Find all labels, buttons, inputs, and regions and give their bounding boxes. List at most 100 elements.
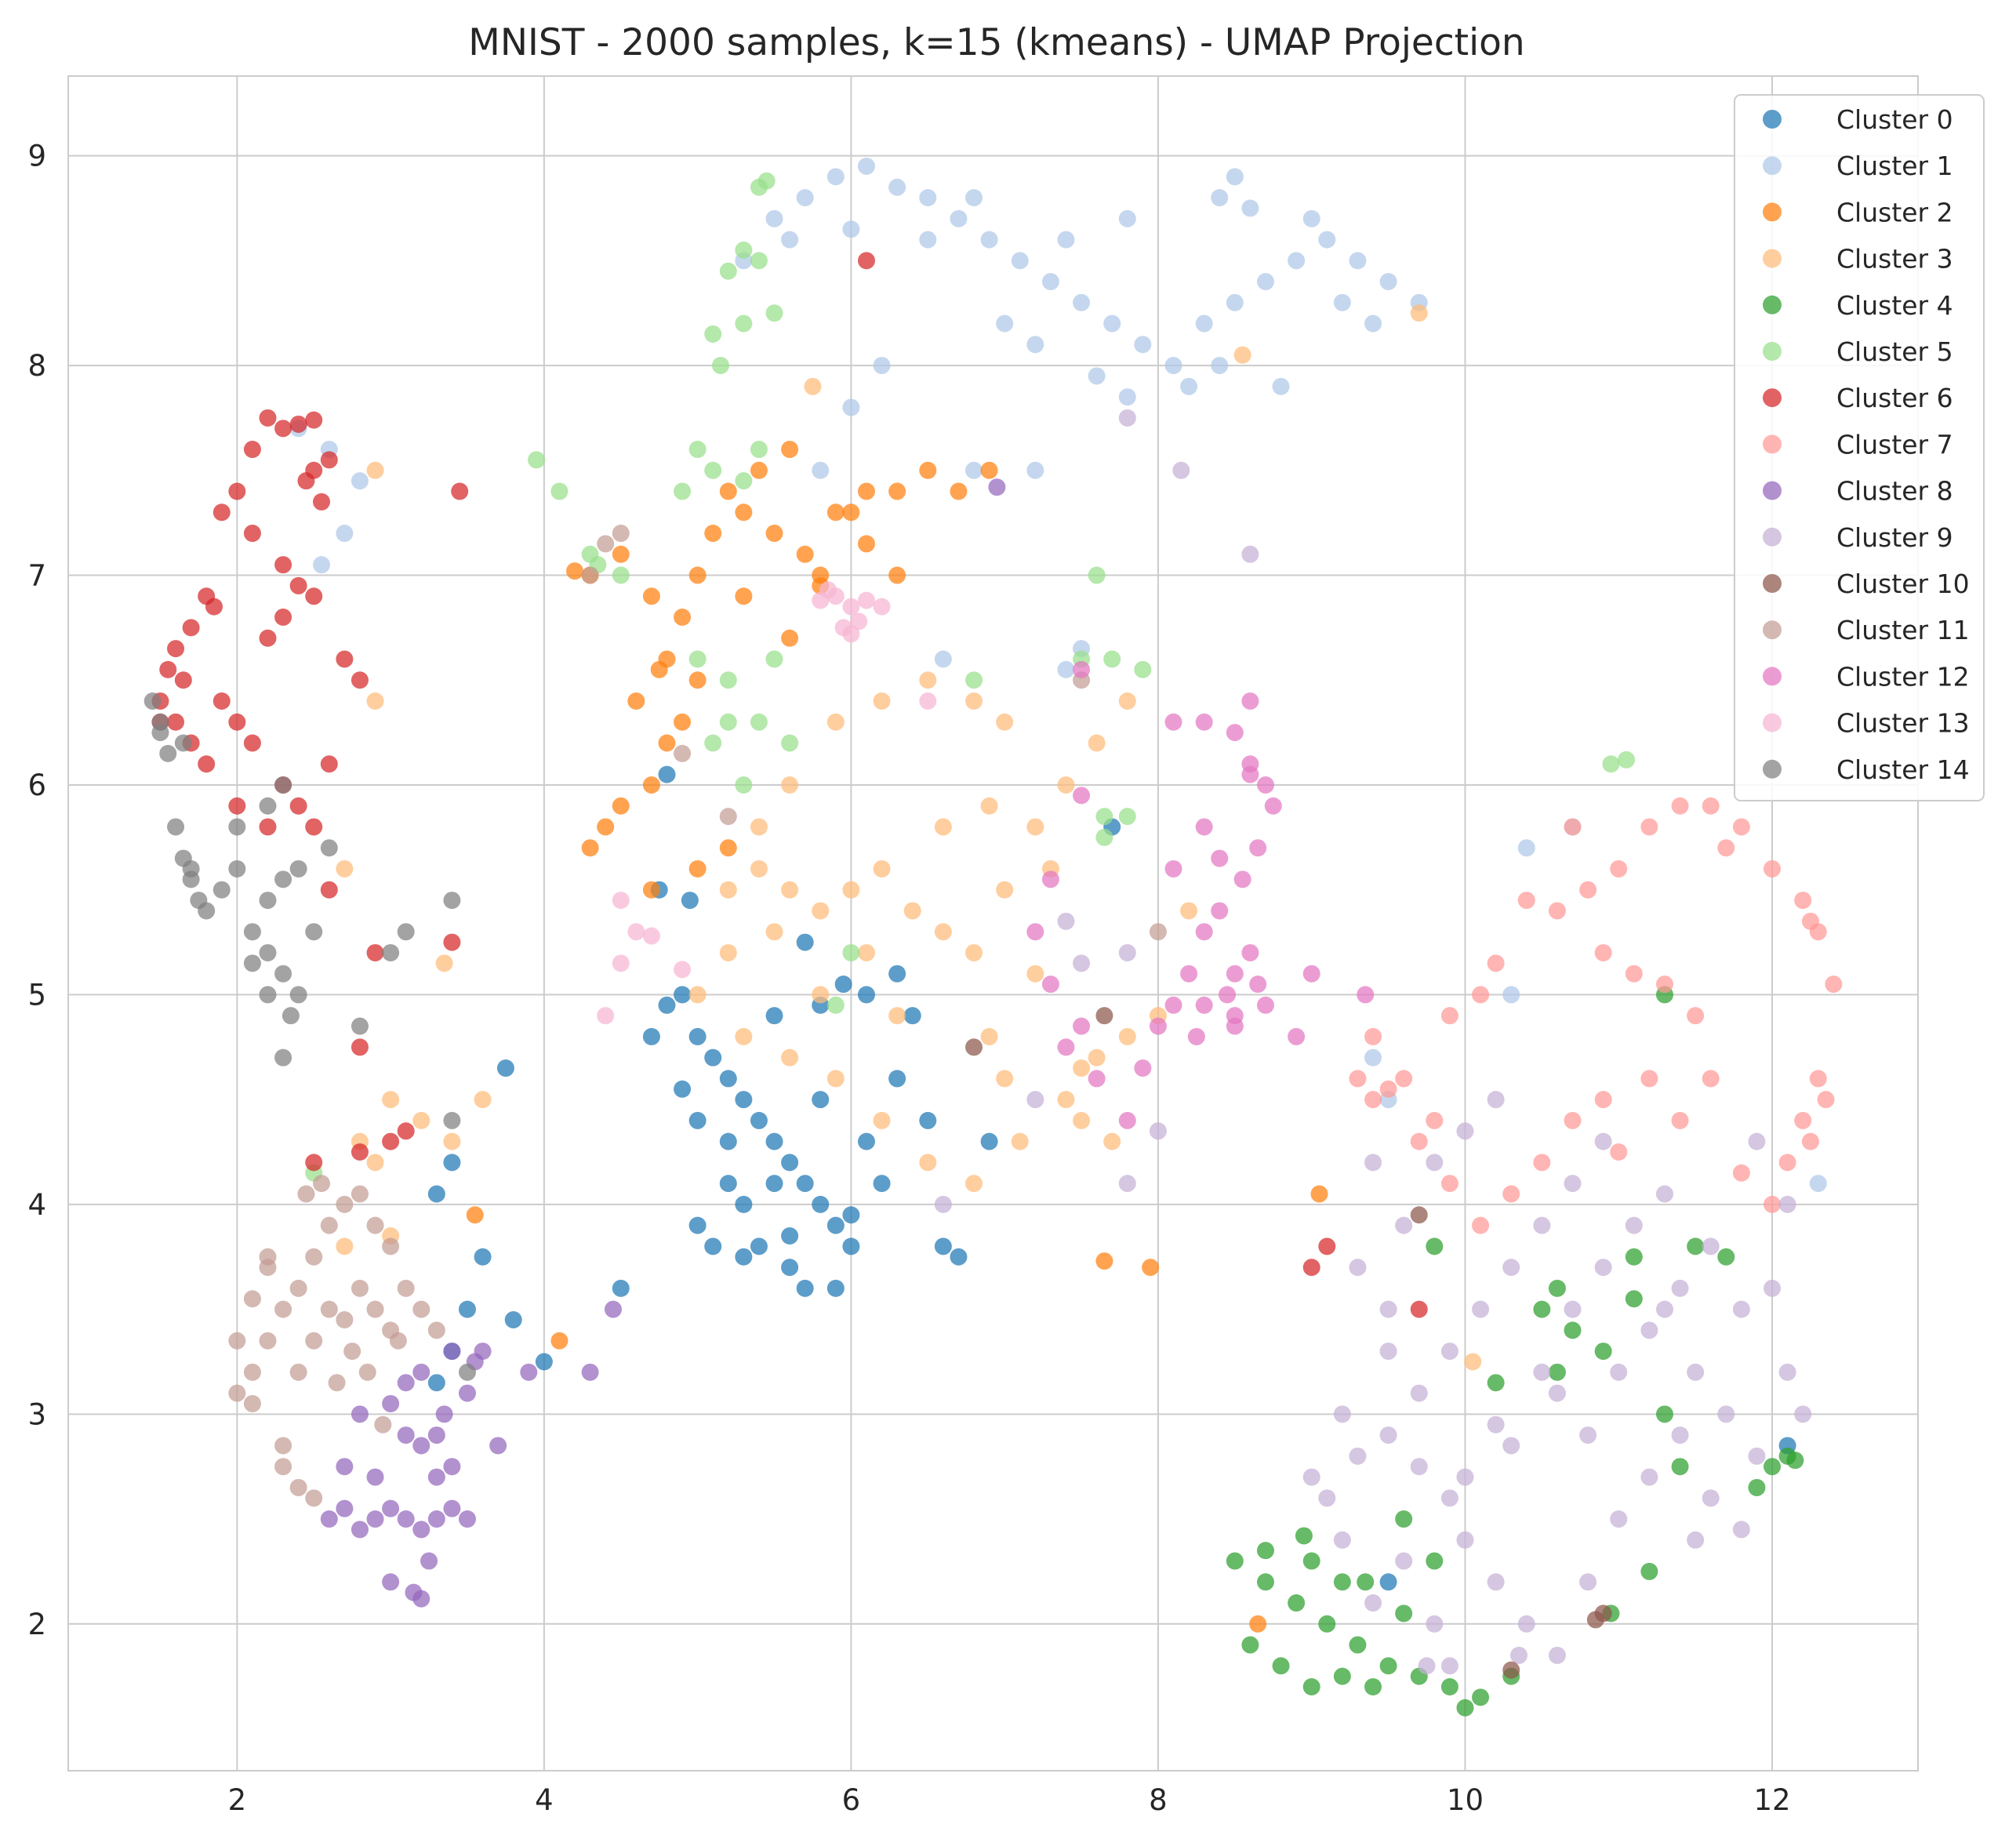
data-point: [412, 1590, 430, 1608]
data-point: [1440, 1489, 1458, 1507]
data-point: [1517, 1615, 1535, 1633]
data-point: [1517, 892, 1535, 910]
data-point: [980, 231, 998, 249]
data-point: [704, 734, 722, 752]
data-point: [873, 1111, 891, 1129]
data-point: [1687, 1237, 1705, 1255]
data-point: [1809, 1070, 1827, 1088]
data-point: [804, 377, 822, 395]
data-point: [259, 1248, 277, 1266]
data-point: [888, 178, 906, 196]
data-point: [1426, 1154, 1444, 1172]
data-point: [1625, 1216, 1643, 1234]
grid-lines: [68, 76, 1918, 1771]
data-point: [1426, 1237, 1444, 1255]
data-point: [1095, 828, 1113, 846]
data-point: [965, 671, 983, 689]
data-point: [674, 609, 692, 627]
data-point: [366, 1510, 384, 1528]
data-point: [1357, 1573, 1375, 1591]
data-point: [1379, 1300, 1397, 1318]
data-point: [688, 566, 707, 584]
data-point: [1464, 1353, 1482, 1371]
data-point: [351, 1185, 369, 1203]
data-point: [1671, 1426, 1689, 1444]
data-point: [1410, 1458, 1428, 1476]
data-point: [1134, 1059, 1152, 1077]
data-point: [1057, 776, 1075, 794]
data-point: [382, 1091, 400, 1109]
data-point: [796, 189, 814, 207]
data-point: [812, 461, 830, 479]
data-point: [857, 591, 875, 609]
data-point: [1702, 1237, 1720, 1255]
data-point: [167, 818, 185, 836]
data-point: [1379, 273, 1397, 291]
data-point: [642, 1027, 660, 1045]
data-point: [1472, 1300, 1490, 1318]
data-point: [458, 1384, 476, 1402]
data-point: [427, 1468, 445, 1486]
data-point: [781, 734, 799, 752]
data-point: [826, 1216, 845, 1234]
legend-label: Cluster 2: [1836, 197, 1953, 227]
data-point: [658, 765, 676, 783]
data-point: [289, 1279, 307, 1297]
data-point: [750, 461, 768, 479]
data-point: [1180, 965, 1198, 983]
data-point: [1440, 1175, 1458, 1193]
data-point: [1333, 293, 1351, 311]
data-point: [289, 797, 307, 815]
data-point: [1472, 1688, 1490, 1706]
data-point: [826, 503, 845, 521]
data-point: [259, 943, 277, 961]
data-point: [612, 525, 630, 543]
data-point: [826, 713, 845, 731]
data-point: [1118, 808, 1136, 826]
data-point: [458, 1300, 476, 1318]
data-point: [934, 1237, 952, 1255]
data-point: [320, 1216, 338, 1234]
data-point: [1671, 1111, 1689, 1129]
data-point: [650, 660, 668, 678]
data-point: [1379, 1343, 1397, 1361]
data-point: [1564, 1300, 1582, 1318]
data-point: [903, 1007, 921, 1025]
data-point: [1310, 1185, 1328, 1203]
data-point: [1073, 1017, 1091, 1035]
data-point: [336, 1310, 354, 1328]
y-tick-label: 9: [27, 140, 46, 173]
data-point: [1748, 1132, 1766, 1150]
data-point: [1564, 1175, 1582, 1193]
data-point: [1778, 1363, 1796, 1381]
data-point: [1195, 818, 1213, 836]
data-point: [934, 650, 952, 668]
data-point: [581, 839, 599, 857]
data-point: [996, 314, 1014, 332]
data-point: [289, 859, 307, 878]
data-point: [765, 650, 783, 668]
data-point: [458, 1510, 476, 1528]
y-tick-label: 6: [27, 769, 46, 802]
data-point: [735, 1091, 753, 1109]
series-cluster-12: [1026, 660, 1375, 1129]
data-point: [1349, 1447, 1367, 1465]
data-point: [1748, 1447, 1766, 1465]
data-point: [1717, 1248, 1735, 1266]
data-point: [919, 671, 937, 689]
data-point: [719, 839, 737, 857]
data-point: [205, 598, 223, 616]
data-point: [1073, 787, 1091, 805]
data-point: [1241, 545, 1259, 563]
data-point: [1809, 923, 1827, 941]
data-point: [243, 1394, 261, 1412]
data-point: [1487, 954, 1505, 972]
data-point: [274, 420, 292, 438]
data-point: [1364, 314, 1382, 332]
data-point: [182, 619, 200, 637]
data-point: [320, 1300, 338, 1318]
data-point: [174, 671, 192, 689]
data-point: [965, 1038, 983, 1056]
data-point: [681, 892, 699, 910]
legend-marker: [1763, 156, 1782, 176]
